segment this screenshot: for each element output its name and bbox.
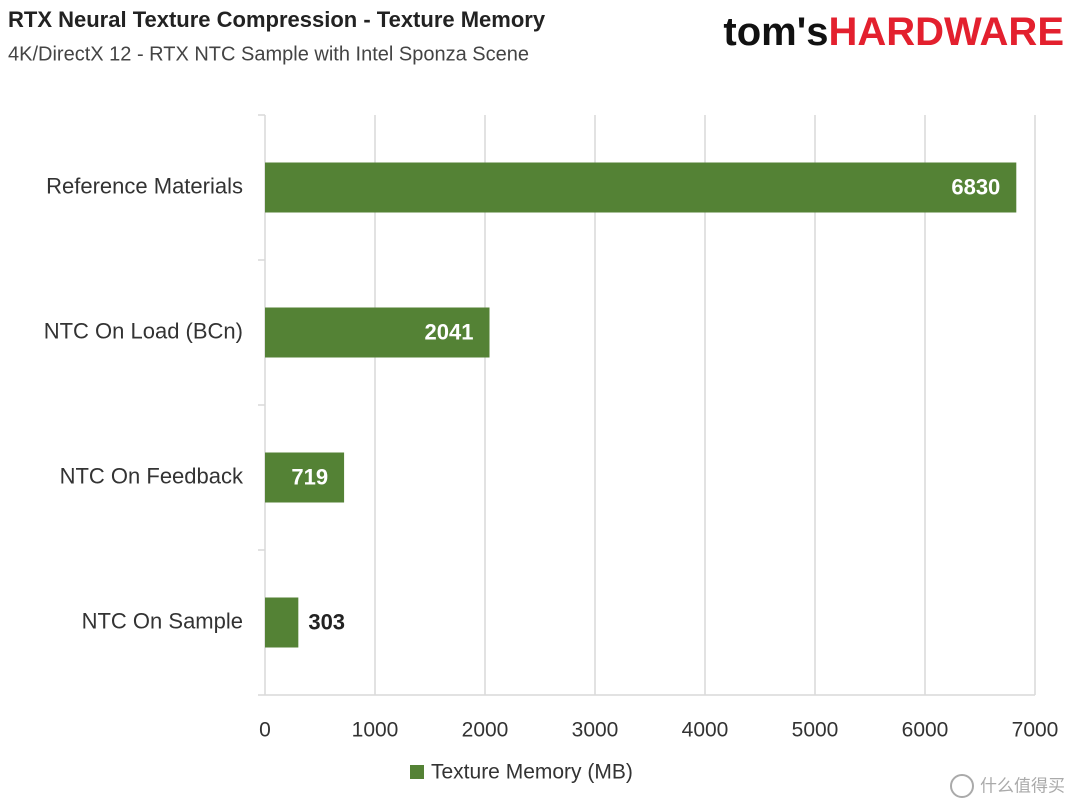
- y-tick-label: Reference Materials: [46, 173, 243, 198]
- value-label: 2041: [425, 319, 474, 344]
- brand-prefix: tom's: [723, 10, 828, 54]
- watermark-icon: [950, 774, 974, 798]
- legend-label: Texture Memory (MB): [431, 761, 633, 784]
- x-tick-label: 2000: [462, 719, 509, 742]
- x-tick-label: 1000: [352, 719, 399, 742]
- x-tick-label: 7000: [1012, 719, 1059, 742]
- bar: [265, 452, 345, 503]
- value-label: 719: [291, 464, 328, 489]
- x-tick-label: 6000: [902, 719, 949, 742]
- y-tick-label: NTC On Load (BCn): [44, 318, 243, 343]
- bar: [265, 597, 299, 648]
- value-label: 6830: [951, 174, 1000, 199]
- x-tick-label: 5000: [792, 719, 839, 742]
- chart-title: RTX Neural Texture Compression - Texture…: [8, 7, 546, 32]
- x-tick-label: 3000: [572, 719, 619, 742]
- y-tick-label: NTC On Sample: [82, 608, 243, 633]
- bar: [265, 307, 490, 358]
- watermark: 什么值得买: [980, 776, 1065, 795]
- x-tick-label: 4000: [682, 719, 729, 742]
- y-tick-label: NTC On Feedback: [60, 463, 244, 488]
- legend-swatch: [410, 765, 424, 779]
- brand-name: HARDWARE: [828, 10, 1064, 54]
- x-tick-label: 0: [259, 719, 271, 742]
- value-label: 303: [308, 609, 345, 634]
- brand-logo: tom'sHARDWARE: [723, 10, 1064, 54]
- chart-subtitle: 4K/DirectX 12 - RTX NTC Sample with Inte…: [8, 43, 529, 65]
- bar: [265, 162, 1017, 213]
